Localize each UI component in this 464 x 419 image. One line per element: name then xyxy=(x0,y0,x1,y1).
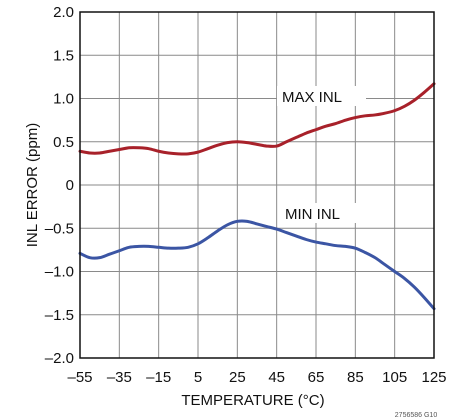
x-tick-label: –55 xyxy=(67,369,92,386)
x-tick-label: 125 xyxy=(421,369,446,386)
min-inl-line xyxy=(78,219,436,311)
max-inl-label: MAX INL xyxy=(282,89,342,106)
plot-border xyxy=(79,11,435,359)
x-tick-label: 45 xyxy=(268,369,285,386)
y-tick-label: –1.0 xyxy=(45,264,74,281)
x-tick-label: 105 xyxy=(382,369,407,386)
y-tick-label: 1.0 xyxy=(53,91,74,108)
y-tick-label: 0 xyxy=(66,177,74,194)
x-tick-label: 25 xyxy=(229,369,246,386)
tick-labels: –55 –35 –15 5 25 45 65 85 105 125 2.0 1.5 1.0 0.5 0 –0.… xyxy=(45,4,447,386)
x-tick-label: 65 xyxy=(308,369,325,386)
y-tick-label: 2.0 xyxy=(53,4,74,21)
max-inl-line xyxy=(78,82,436,156)
max-inl-label-bg xyxy=(277,86,366,106)
y-tick-label: 1.5 xyxy=(53,47,74,64)
x-tick-label: 5 xyxy=(194,369,202,386)
x-axis-title: TEMPERATURE (°C) xyxy=(181,392,324,409)
y-tick-label: –2.0 xyxy=(45,350,74,367)
min-inl-label-bg xyxy=(280,203,360,223)
y-tick-label: –1.5 xyxy=(45,307,74,324)
figure-code: 2756586 G10 xyxy=(395,412,438,419)
y-axis-title: INL ERROR (ppm) xyxy=(24,123,41,247)
y-tick-label: –0.5 xyxy=(45,220,74,237)
y-tick-label: 0.5 xyxy=(53,134,74,151)
x-tick-label: –35 xyxy=(107,369,132,386)
chart-series xyxy=(78,82,436,311)
x-tick-label: 85 xyxy=(347,369,364,386)
min-inl-label: MIN INL xyxy=(285,206,340,223)
x-tick-label: –15 xyxy=(146,369,171,386)
chart-grid xyxy=(80,12,434,358)
plot-frame xyxy=(79,11,435,359)
